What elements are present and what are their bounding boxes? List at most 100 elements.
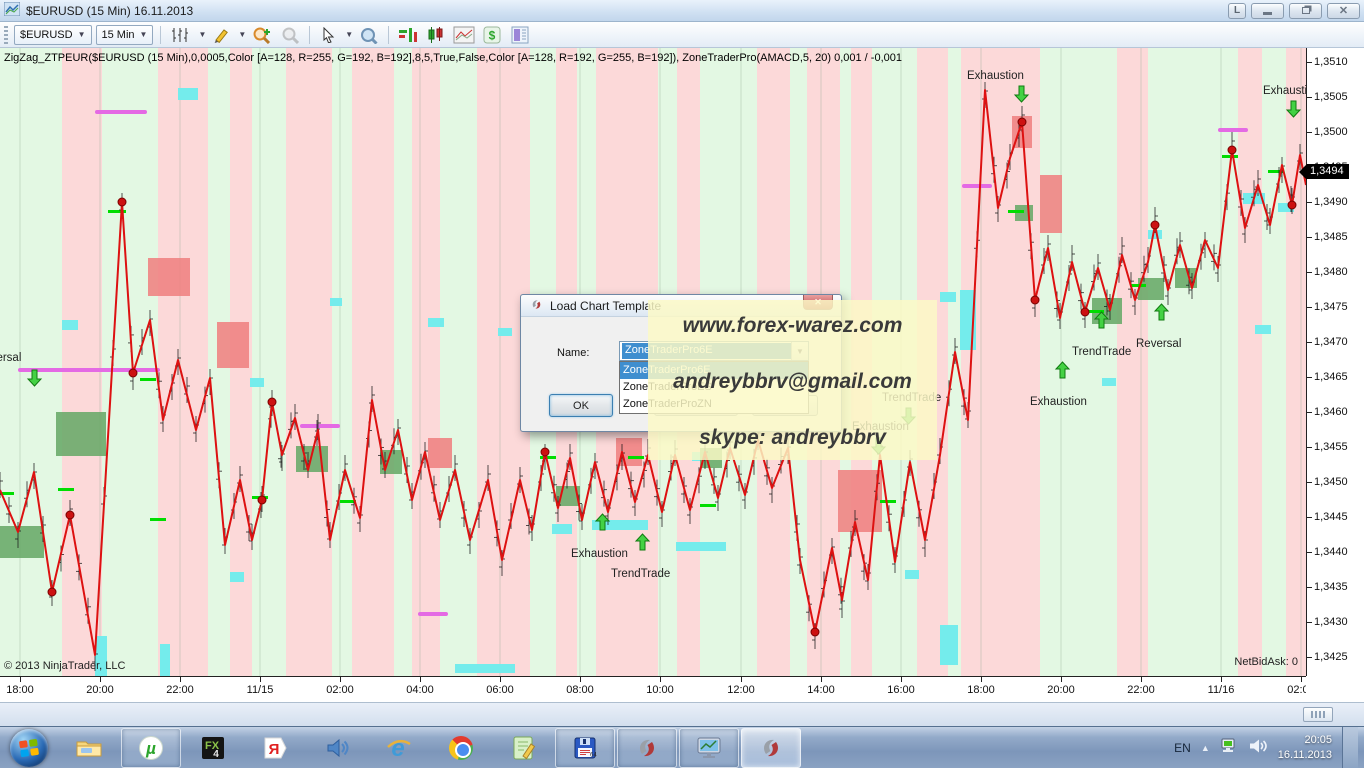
interval-selector[interactable]: 15 Min ▼ [95,24,154,45]
ok-button[interactable]: OK [549,394,613,417]
chart-style-button[interactable] [168,24,194,46]
time-axis-label: 16:00 [887,684,915,696]
drawing-tools-button[interactable] [210,24,234,46]
arrow-up-icon [1153,303,1170,321]
instrument-selector[interactable]: $EURUSD ▼ [14,24,92,45]
ninjatrader-button-2[interactable] [741,727,801,768]
chart-toolbar: $EURUSD ▼ 15 Min ▼ ▼ ▼ ▼ [0,22,1364,48]
yandex-button[interactable]: Я [245,728,305,768]
chrome-button[interactable] [431,728,491,768]
price-chart-canvas[interactable]: Exhaustion Exhaustion Reversal TrendTrade Re… [0,48,1306,676]
ninja-icon [639,739,655,756]
time-axis-label: 18:00 [967,684,995,696]
price-axis-label: 1,3430 [1314,616,1348,628]
time-axis-label: 22:00 [1127,684,1155,696]
price-axis-label: 1,3460 [1314,406,1348,418]
annotation-label: Reversal [0,352,21,364]
data-box-button[interactable] [357,24,381,46]
svg-text:Я: Я [269,741,280,758]
arrow-up-icon [634,533,651,551]
chevron-down-icon[interactable]: ▼ [238,30,247,39]
window-titlebar[interactable]: $EURUSD (15 Min) 16.11.2013 L ✕ [0,0,1364,22]
price-axis-label: 1,3435 [1314,581,1348,593]
price-axis-label: 1,3425 [1314,651,1348,663]
fx-icon: FX4 [202,736,224,760]
time-axis-label: 10:00 [646,684,674,696]
time-axis-label: 11/16 [1207,684,1235,696]
close-button[interactable]: ✕ [1327,2,1360,19]
annotation-label: Exhaustion [571,548,628,560]
network-icon[interactable] [1220,737,1238,758]
annotation-label: Exhaustion [1263,85,1306,97]
arrow-down-icon [1285,100,1302,118]
time-axis-label: 06:00 [486,684,514,696]
watermark-line-2: andreybbrv@gmail.com [673,370,912,393]
explorer-button[interactable] [59,728,119,768]
cursor-button[interactable] [317,24,341,46]
price-axis-label: 1,3480 [1314,266,1348,278]
watermark-overlay: www.forex-warez.com andreybbrv@gmail.com… [648,300,937,460]
audio-app-button[interactable] [307,728,367,768]
price-axis-label: 1,3470 [1314,336,1348,348]
svg-text:64: 64 [590,752,597,758]
price-axis-label: 1,3445 [1314,511,1348,523]
fx-app-button[interactable]: FX 4 [183,728,243,768]
svg-text:4: 4 [213,749,219,760]
system-tray: EN ▲ 20:05 16.11.2013 [1174,726,1364,768]
annotation-label: Exhaustion [967,70,1024,82]
swing-dots [47,117,1297,637]
notepad-editor-button[interactable] [493,728,553,768]
restore-button[interactable] [1289,2,1322,19]
language-indicator[interactable]: EN [1174,740,1191,755]
ninjatrader-button-1[interactable] [617,727,677,768]
volume-icon[interactable] [1248,738,1268,757]
time-axis[interactable]: 18:00 20:00 22:00 11/15 02:00 04:00 06:00 08:00… [0,676,1315,702]
time-axis-label: 04:00 [406,684,434,696]
taskbar-clock[interactable]: 20:05 16.11.2013 [1278,733,1332,763]
zoom-out-button[interactable] [278,24,302,46]
chevron-down-icon[interactable]: ▼ [345,30,354,39]
floppy-icon: 64 [574,737,597,758]
ninja-icon [763,739,779,756]
start-button[interactable] [0,728,58,767]
zoom-in-button[interactable] [250,24,274,46]
chart-area[interactable]: Exhaustion Exhaustion Reversal TrendTrade Re… [0,48,1364,726]
chevron-down-icon[interactable]: ▼ [198,30,207,39]
svg-text:FX: FX [205,740,220,752]
price-axis[interactable]: 1,3494 1,35101,35051,35001,34951,34901,3… [1299,48,1364,676]
remote-desktop-button[interactable] [679,727,739,768]
internet-explorer-button[interactable]: e [369,728,429,768]
start-icon [10,728,48,767]
arrow-up-icon [1093,311,1110,329]
window-bottom-strip [0,702,1364,726]
dollar-icon[interactable]: $ [480,24,504,46]
explorer-icon [76,741,102,756]
link-button[interactable]: L [1228,2,1246,19]
price-axis-label: 1,3475 [1314,301,1348,313]
toolbar-grip[interactable] [4,25,8,44]
chevron-down-icon: ▼ [77,30,86,39]
chart-icon[interactable] [424,24,448,46]
hidden-icons-arrow[interactable]: ▲ [1200,742,1210,753]
time-axis-label: 18:00 [6,684,34,696]
svg-text:µ: µ [145,739,156,758]
arrow-up-icon [594,513,611,531]
minimize-button[interactable] [1251,2,1284,19]
scrollbar-thumb[interactable] [1303,707,1333,722]
line-chart-icon[interactable] [452,24,476,46]
watermark-line-1: www.forex-warez.com [682,314,903,337]
report-icon[interactable] [508,24,532,46]
svg-text:e: e [391,735,404,761]
clock-time: 20:05 [1304,733,1332,746]
floppy-64-button[interactable]: 64 [555,727,615,768]
time-axis-label: 12:00 [727,684,755,696]
price-axis-label: 1,3505 [1314,91,1348,103]
utorrent-button[interactable]: µ [121,727,181,768]
price-axis-label: 1,3450 [1314,476,1348,488]
show-desktop-button[interactable] [1342,726,1358,768]
watermark-line-3: skype: andreybbrv [699,426,886,449]
market-analyzer-icon[interactable] [396,24,420,46]
price-axis-label: 1,3455 [1314,441,1348,453]
